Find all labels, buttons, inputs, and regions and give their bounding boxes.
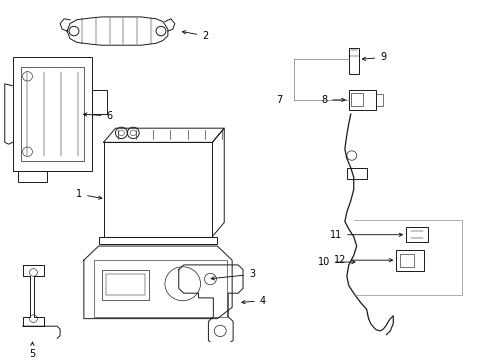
Bar <box>13 58 92 171</box>
Bar <box>105 274 145 295</box>
Bar <box>350 93 362 107</box>
Text: 7: 7 <box>276 95 282 105</box>
Text: 5: 5 <box>29 342 36 360</box>
Bar <box>395 250 423 271</box>
Text: 11: 11 <box>329 230 402 240</box>
Text: 10: 10 <box>317 257 354 267</box>
Bar <box>94 260 227 317</box>
Text: 2: 2 <box>182 31 208 41</box>
Text: 8: 8 <box>320 95 345 105</box>
Bar <box>406 227 427 242</box>
Bar <box>348 90 376 110</box>
Bar <box>346 168 366 179</box>
Bar <box>99 237 217 244</box>
Bar <box>399 253 413 267</box>
Bar <box>103 142 212 237</box>
Text: 4: 4 <box>241 296 265 306</box>
Text: 12: 12 <box>333 255 392 265</box>
Bar <box>18 171 47 182</box>
Bar <box>92 90 106 114</box>
Text: 3: 3 <box>211 269 254 280</box>
Text: 9: 9 <box>362 53 386 63</box>
Bar <box>20 67 83 161</box>
Text: 6: 6 <box>83 111 112 121</box>
Bar <box>348 48 358 75</box>
Text: 1: 1 <box>76 189 102 199</box>
Bar <box>102 270 149 300</box>
